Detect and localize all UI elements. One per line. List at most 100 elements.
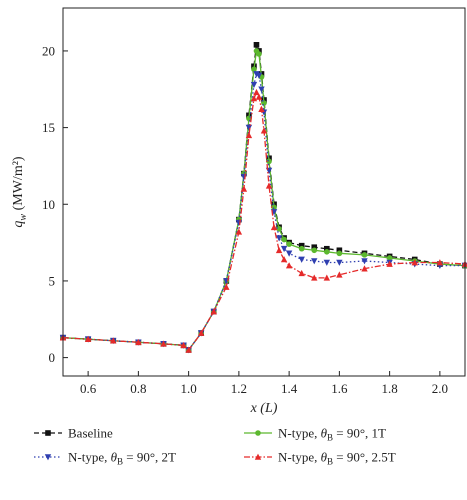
legend-item-2: N-type, θB = 90°, 1T [244, 426, 386, 443]
data-point [255, 93, 263, 100]
data-point [210, 308, 217, 315]
series-3 [59, 71, 467, 354]
data-point [255, 72, 263, 79]
data-point [386, 260, 393, 267]
legend-item-3: N-type, θB = 90°, 2T [34, 450, 176, 467]
data-point [280, 256, 288, 263]
data-point [265, 182, 273, 189]
data-point [311, 247, 318, 254]
data-point [461, 260, 467, 267]
x-tick-label: 1.2 [231, 381, 247, 396]
data-point [197, 329, 205, 336]
data-point [276, 226, 282, 232]
data-point [298, 242, 305, 249]
data-point [324, 249, 330, 255]
data-point [281, 236, 287, 243]
data-point [261, 100, 267, 106]
x-axis-title: x (L) [250, 401, 278, 416]
y-tick-label: 15 [42, 120, 55, 135]
legend: Baseline N-type, θB = 90°, 1T N-type, θB =… [34, 426, 396, 467]
data-point [324, 245, 330, 252]
x-tick-label: 2.0 [432, 381, 448, 396]
data-point [240, 185, 248, 192]
data-point [285, 262, 293, 269]
data-point [361, 258, 368, 265]
data-point [223, 283, 230, 290]
legend-marker [254, 453, 262, 460]
data-point [110, 337, 117, 344]
x-tick-label: 1.4 [281, 381, 298, 396]
x-tick-label: 1.6 [331, 381, 348, 396]
x-tick-label: 1.8 [382, 381, 398, 396]
legend-item-4: N-type, θB = 90°, 2.5T [244, 450, 396, 467]
series-2 [60, 48, 467, 353]
data-point [258, 105, 265, 112]
x-tick-label: 0.6 [80, 381, 97, 396]
data-point [185, 346, 192, 353]
data-point [285, 250, 293, 257]
data-point [253, 42, 260, 48]
data-point [336, 271, 343, 278]
data-point [260, 127, 268, 134]
data-point [286, 241, 292, 247]
legend-label: N-type, θB = 90°, 2T [68, 450, 176, 467]
plot-frame [62, 7, 466, 377]
data-point [235, 219, 243, 227]
data-point [240, 173, 248, 181]
data-point [298, 256, 305, 263]
legend-marker [45, 430, 51, 436]
legend-item-1: Baseline [34, 426, 113, 441]
data-point [386, 255, 393, 261]
data-point [311, 258, 318, 265]
data-point [336, 250, 343, 257]
data-point [323, 259, 331, 266]
legend-label: N-type, θB = 90°, 2.5T [278, 450, 396, 467]
y-tick-label: 10 [42, 197, 55, 212]
y-axis: 0 5 10 15 20 [42, 43, 68, 365]
data-point [280, 245, 288, 253]
data-point [245, 124, 253, 131]
data-point [265, 167, 273, 174]
data-point [311, 244, 318, 250]
data-point [245, 131, 253, 139]
y-tick-label: 5 [49, 273, 56, 288]
data-point [270, 223, 278, 231]
legend-marker [44, 454, 52, 461]
data-point [271, 204, 277, 211]
data-point [250, 95, 258, 102]
data-point [84, 335, 92, 342]
data-point [311, 274, 318, 281]
data-point [256, 51, 262, 57]
data-point [251, 66, 257, 73]
series-line-1 [62, 44, 466, 351]
x-tick-label: 0.8 [130, 381, 146, 396]
plot-area [59, 42, 467, 354]
y-tick-label: 20 [42, 43, 55, 58]
data-point [298, 245, 305, 252]
data-point [180, 341, 187, 349]
series-4 [59, 88, 467, 353]
data-point [275, 235, 283, 242]
x-tick-label: 1.0 [181, 381, 197, 396]
legend-marker [255, 430, 261, 436]
data-point [323, 274, 331, 281]
data-point [250, 81, 258, 89]
data-point [275, 246, 283, 254]
data-point [436, 259, 444, 266]
legend-label: N-type, θB = 90°, 1T [278, 426, 386, 443]
x-axis: 0.6 0.8 1.0 1.2 1.4 1.6 1.8 2.0 [80, 371, 448, 396]
data-point [135, 338, 142, 346]
data-point [253, 88, 260, 96]
data-point [411, 259, 418, 266]
data-point [298, 269, 305, 277]
y-axis-title: qw (MW/m²) [11, 156, 29, 227]
data-point [361, 252, 368, 258]
series-1 [60, 42, 467, 353]
data-point [258, 86, 265, 93]
y-tick-label: 0 [49, 350, 56, 365]
legend-label: Baseline [68, 426, 113, 441]
data-point [160, 340, 167, 347]
data-point [336, 259, 343, 266]
data-point [361, 265, 368, 272]
